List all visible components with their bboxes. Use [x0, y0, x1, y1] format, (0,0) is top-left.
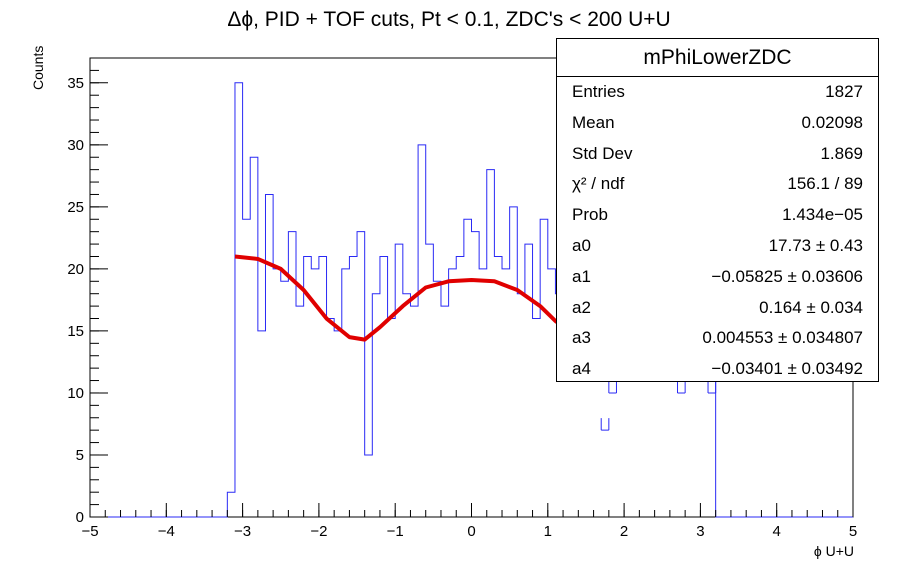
stats-key: χ² / ndf — [572, 174, 625, 194]
stats-row: a2 0.164 ± 0.034 — [557, 293, 878, 324]
x-tick-label: 3 — [696, 523, 704, 540]
x-tick-label: 1 — [544, 523, 552, 540]
x-tick-label: 4 — [773, 523, 781, 540]
stats-key: Std Dev — [572, 143, 633, 163]
y-tick-label: 5 — [76, 447, 84, 464]
stats-row: χ² / ndf 156.1 / 89 — [557, 169, 878, 200]
stats-row: a1 −0.05825 ± 0.03606 — [557, 262, 878, 293]
stats-row: a3 0.004553 ± 0.034807 — [557, 323, 878, 354]
x-axis-label: ϕ U+U — [813, 543, 854, 559]
stats-value: 17.73 ± 0.43 — [768, 235, 863, 255]
stats-row: Mean 0.02098 — [557, 108, 878, 139]
y-tick-label: 0 — [76, 509, 84, 526]
stats-value: 0.004553 ± 0.034807 — [702, 328, 863, 348]
stats-value: 156.1 / 89 — [787, 174, 863, 194]
histogram-bin — [600, 418, 610, 431]
stats-key: a2 — [572, 297, 591, 317]
stats-value: 1.434e−05 — [782, 205, 863, 225]
histogram-bin — [608, 380, 617, 394]
histogram-tail — [715, 372, 853, 518]
stats-box: mPhiLowerZDC Entries 1827 Mean 0.02098 Std D… — [556, 38, 879, 382]
x-tick-label: 2 — [620, 523, 628, 540]
stats-box-title: mPhiLowerZDC — [557, 39, 878, 77]
chart-title: Δϕ, PID + TOF cuts, Pt < 0.1, ZDC's < 20… — [227, 8, 671, 31]
stats-key: Entries — [572, 82, 625, 101]
stats-value: −0.05825 ± 0.03606 — [711, 266, 863, 286]
stats-rows: Entries 1827 Mean 0.02098 Std Dev 1.869 χ² / n… — [557, 77, 878, 385]
stats-key: Prob — [572, 205, 608, 225]
stats-value: −0.03401 ± 0.03492 — [711, 359, 863, 379]
stats-key: Mean — [572, 112, 615, 132]
stats-value: 0.02098 — [801, 112, 863, 132]
x-tick-label: 0 — [467, 523, 475, 540]
y-tick-label: 25 — [67, 199, 84, 216]
fit-curve — [234, 254, 559, 342]
stats-key: a4 — [572, 359, 591, 379]
stats-row: a0 17.73 ± 0.43 — [557, 231, 878, 262]
stats-key: a0 — [572, 235, 591, 255]
x-tick-label: −4 — [158, 523, 175, 540]
x-tick-label: 5 — [849, 523, 857, 540]
y-tick-label: 35 — [67, 75, 84, 92]
stats-key: a3 — [572, 328, 591, 348]
y-tick-label: 10 — [67, 385, 84, 402]
y-tick-label: 30 — [67, 137, 84, 154]
stats-row: Prob 1.434e−05 — [557, 200, 878, 231]
x-tick-label: −2 — [310, 523, 327, 540]
histogram-line — [90, 82, 564, 518]
y-tick-label: 20 — [67, 261, 84, 278]
stats-value: 1.869 — [820, 143, 863, 163]
x-tick-label: −5 — [81, 523, 98, 540]
stats-row: a4 −0.03401 ± 0.03492 — [557, 354, 878, 385]
stats-value: 1827 — [825, 82, 863, 101]
x-tick-label: −1 — [387, 523, 404, 540]
stats-row: Entries 1827 — [557, 77, 878, 108]
stats-row: Std Dev 1.869 — [557, 139, 878, 170]
stats-key: a1 — [572, 266, 591, 286]
histogram-bin — [677, 380, 686, 394]
y-tick-label: 15 — [67, 323, 84, 340]
x-tick-label: −3 — [234, 523, 251, 540]
stats-value: 0.164 ± 0.034 — [759, 297, 863, 317]
